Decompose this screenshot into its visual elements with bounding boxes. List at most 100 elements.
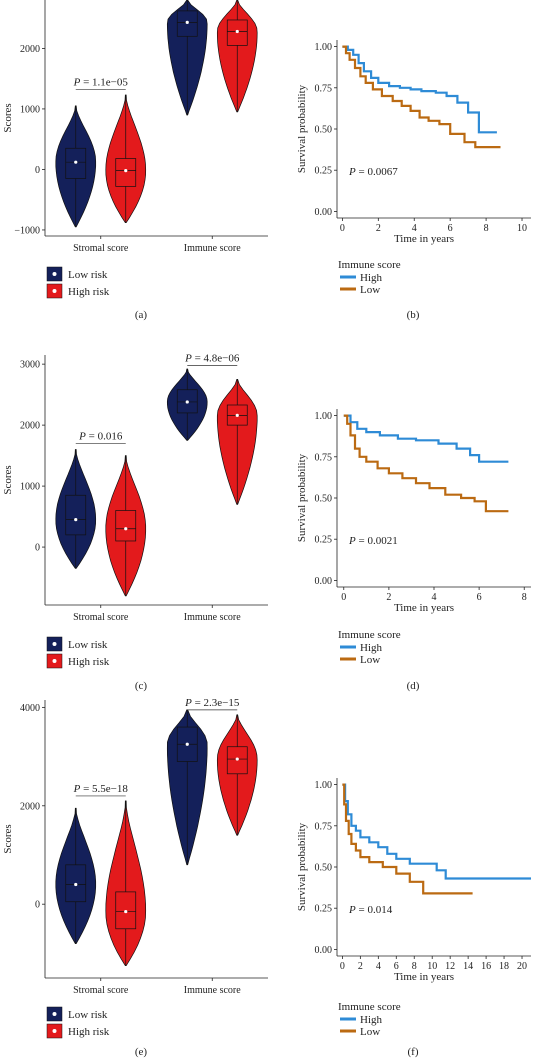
y-tick-label: 2000 — [20, 801, 40, 812]
survival-curve-high — [342, 783, 531, 880]
survival-curve-low — [343, 414, 509, 513]
legend-label: High — [360, 272, 383, 284]
y-tick-label: 0.75 — [315, 452, 333, 463]
km-panel-d: 0.00 0.25 0.50 0.75 1.00 0 2 4 6 8 Time in years Su… — [296, 409, 531, 692]
median-dot — [235, 413, 239, 417]
pvalue-label: P = 4.8e−06 — [184, 352, 240, 364]
x-tick-label: Immune score — [184, 612, 241, 623]
box-iqr — [65, 494, 87, 536]
legend-dot — [52, 1012, 57, 1016]
x-tick-label: 12 — [445, 961, 455, 972]
y-tick-label: 1000 — [20, 104, 40, 115]
legend-label: Low risk — [68, 1009, 108, 1021]
legend-dot — [52, 1029, 57, 1033]
median-dot — [185, 20, 189, 24]
x-tick-label: Stromal score — [73, 243, 129, 254]
x-tick-label: 0 — [340, 961, 345, 972]
legend-label: High risk — [68, 1026, 110, 1038]
x-tick-label: 14 — [463, 961, 473, 972]
x-tick-label: 10 — [427, 961, 437, 972]
y-tick-label: 0.75 — [315, 83, 333, 94]
median-dot — [74, 518, 78, 522]
legend-label: High — [360, 1014, 383, 1026]
y-tick-label: 1.00 — [315, 780, 333, 791]
violin-legend: Low risk High risk — [46, 1006, 110, 1039]
x-tick-label: 6 — [477, 592, 482, 603]
legend-label: Low — [360, 1026, 380, 1038]
pvalue-label: P = 0.016 — [78, 430, 123, 442]
y-tick-label: 0.50 — [315, 494, 333, 505]
y-axis-title: Survival probability — [296, 453, 308, 542]
x-tick-label: 4 — [432, 592, 437, 603]
legend-dot — [52, 642, 57, 646]
y-tick-label: 0 — [35, 900, 40, 911]
panel-caption: (e) — [135, 1046, 148, 1058]
y-tick-label: 0.50 — [315, 863, 333, 874]
x-tick-label: 0 — [340, 223, 345, 234]
survival-curve-high — [343, 414, 509, 463]
pvalue-label: P = 0.0067 — [348, 166, 398, 178]
y-tick-label: 1.00 — [315, 42, 333, 53]
legend-label: High risk — [68, 656, 110, 668]
x-tick-label: 8 — [412, 961, 417, 972]
x-tick-label: 18 — [499, 961, 509, 972]
legend-dot — [52, 659, 57, 663]
x-tick-label: 4 — [376, 961, 381, 972]
y-tick-label: 0.75 — [315, 821, 333, 832]
x-tick-label: Immune score — [184, 243, 241, 254]
median-dot — [74, 882, 78, 887]
panel-caption: (b) — [407, 309, 420, 321]
x-tick-label: 0 — [341, 592, 346, 603]
x-tick-label: 8 — [484, 223, 489, 234]
median-dot — [124, 527, 128, 531]
x-tick-label: 6 — [394, 961, 399, 972]
y-tick-label: 1.00 — [315, 411, 333, 422]
legend-label: Low risk — [68, 269, 108, 281]
y-tick-label: 2000 — [20, 421, 40, 432]
pvalue-label: P = 5.5e−18 — [73, 783, 129, 795]
x-tick-label: 8 — [522, 592, 527, 603]
y-tick-label: 0.00 — [315, 207, 333, 218]
panel-caption: (c) — [135, 680, 148, 692]
median-dot — [235, 757, 239, 761]
x-axis-title: Time in years — [394, 233, 454, 245]
legend-label: High risk — [68, 286, 110, 298]
panel-caption: (d) — [407, 680, 420, 692]
legend-title: Immune score — [338, 1001, 401, 1013]
x-axis-title: Time in years — [394, 971, 454, 983]
legend-label: High — [360, 642, 383, 654]
violin-legend: Low risk High risk — [46, 636, 110, 669]
km-panel-b: 0.00 0.25 0.50 0.75 1.00 0 2 4 6 8 10 Time in years… — [296, 40, 531, 321]
pvalue-label: P = 0.014 — [348, 904, 393, 916]
x-tick-label: 20 — [517, 961, 527, 972]
violin-legend: Low risk High risk — [46, 266, 110, 299]
y-tick-label: 0.25 — [315, 535, 333, 546]
box-iqr — [115, 510, 137, 542]
y-tick-label: −1000 — [14, 225, 40, 236]
y-axis-title: Scores — [2, 824, 14, 853]
pvalue-label: P = 2.3e−15 — [184, 697, 240, 709]
legend-label: Low — [360, 284, 380, 296]
legend-title: Immune score — [338, 259, 401, 271]
violin-panel-a: −1000 0 1000 2000 Scores Stromal score Immune … — [2, 0, 268, 321]
legend-label: Low — [360, 654, 380, 666]
box-iqr — [115, 158, 137, 187]
median-dot — [185, 742, 189, 746]
y-tick-label: 4000 — [20, 703, 40, 714]
x-tick-label: 4 — [412, 223, 417, 234]
y-tick-label: 0 — [35, 165, 40, 176]
legend-title: Immune score — [338, 629, 401, 641]
pvalue-label: P = 0.0021 — [348, 535, 398, 547]
y-axis-title: Survival probability — [296, 84, 308, 173]
x-tick-label: Stromal score — [73, 612, 129, 623]
y-tick-label: 0.00 — [315, 945, 333, 956]
x-tick-label: Immune score — [184, 985, 241, 996]
survival-curve-low — [342, 783, 473, 895]
panel-caption: (f) — [408, 1046, 419, 1058]
median-dot — [124, 169, 128, 173]
legend-label: Low risk — [68, 639, 108, 651]
x-tick-label: 2 — [358, 961, 363, 972]
